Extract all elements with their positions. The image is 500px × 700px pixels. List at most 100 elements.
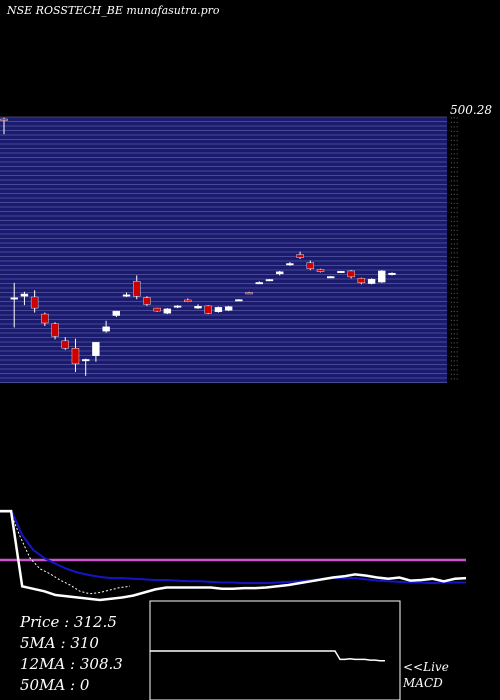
candle-body	[133, 281, 141, 297]
price-axis-tick: ···	[450, 236, 459, 246]
candle-body	[30, 296, 39, 309]
price-axis-tick: ···	[450, 258, 459, 268]
price-axis-tick: ···	[450, 222, 459, 232]
candle-body	[204, 305, 212, 314]
price-axis-tick: ···	[450, 339, 459, 349]
price-axis-tick: ···	[450, 231, 459, 241]
price-axis-tick: ···	[450, 227, 459, 237]
price-axis-tick: ···	[450, 308, 459, 318]
price-axis-tick: ···	[450, 285, 459, 295]
candle-body	[81, 359, 90, 362]
price-axis-tick: ···	[450, 357, 459, 367]
price-axis-tick: ···	[450, 326, 459, 336]
candle-body	[296, 254, 304, 258]
price-axis-tick: ···	[450, 330, 459, 340]
price-axis-tick: ···	[450, 375, 459, 385]
price-axis-tick: ···	[450, 128, 459, 138]
price-axis-tick: ···	[450, 168, 459, 178]
candle-body	[235, 299, 243, 302]
price-axis-tick: ···	[450, 344, 459, 354]
candle-body	[92, 342, 100, 356]
price-axis-tick: ···	[450, 303, 459, 313]
candle-body	[275, 271, 284, 275]
price-axis-top-label: 500.28	[450, 103, 492, 117]
price-axis-tick: ···	[450, 317, 459, 327]
candle-body	[255, 282, 263, 285]
price-axis-tick: ···	[450, 173, 459, 183]
price-axis-tick: ···	[450, 263, 459, 273]
price-axis-tick: ···	[450, 276, 459, 286]
price-axis-tick: ···	[450, 240, 459, 250]
candle-body	[10, 297, 18, 300]
price-axis-tick: ···	[450, 267, 459, 277]
price-axis-tick: ···	[450, 321, 459, 331]
candle-body	[306, 262, 315, 269]
price-axis-tick: ···	[450, 294, 459, 304]
price-axis-tick: ···	[450, 186, 459, 196]
price-axis-tick: ···	[450, 218, 459, 228]
candle-body	[51, 323, 59, 337]
price-axis-tick: ···	[450, 371, 459, 381]
price-axis-tick: ···	[450, 312, 459, 322]
price-axis-tick: ···	[450, 195, 459, 205]
price-panel-background	[0, 117, 447, 383]
candle-body	[102, 326, 110, 332]
price-readout: Price : 312.5	[20, 613, 117, 631]
ma12-readout: 12MA : 308.3	[20, 655, 123, 673]
price-axis-tick: ···	[450, 177, 459, 187]
candle-body	[357, 278, 366, 284]
candle-body	[224, 306, 233, 311]
candle-body	[245, 292, 253, 295]
ma50-readout: 50MA : 0	[20, 676, 90, 694]
price-axis-tick: ···	[450, 191, 459, 201]
price-axis-tick: ···	[450, 281, 459, 291]
price-axis-tick: ···	[450, 254, 459, 264]
candle-body	[143, 297, 151, 305]
price-axis-tick: ···	[450, 164, 459, 174]
candle-body	[347, 270, 355, 278]
price-axis-tick: ···	[450, 200, 459, 210]
price-axis-tick: ···	[450, 335, 459, 345]
price-axis-tick: ···	[450, 150, 459, 160]
candle-body	[41, 313, 49, 324]
candle-body	[71, 348, 80, 365]
candle-body	[327, 276, 335, 279]
candle-body	[20, 293, 29, 297]
price-axis-tick: ···	[450, 249, 459, 259]
macd-label: MACD	[403, 676, 443, 690]
candle-body	[61, 340, 69, 349]
candle-body	[388, 272, 396, 275]
ma-slow-line	[0, 509, 466, 585]
price-axis-tick: ···	[450, 353, 459, 363]
candle-body	[265, 279, 274, 282]
chart-title: NSE ROSSTECH_BE munafasutra.pro	[7, 4, 220, 17]
candle-body	[122, 294, 131, 297]
price-axis-tick: ···	[450, 245, 459, 255]
candle-body	[112, 310, 121, 316]
ma5-readout: 5MA : 310	[20, 634, 99, 652]
candle-body	[367, 278, 376, 284]
price-axis-tick: ···	[450, 132, 459, 142]
price-axis-tick: ···	[450, 299, 459, 309]
price-axis-tick: ···	[450, 146, 459, 156]
price-axis-tick: ···	[450, 362, 459, 372]
price-axis-tick: ···	[450, 213, 459, 223]
candle-body	[0, 118, 8, 121]
price-axis-tick: ···	[450, 119, 459, 129]
price-axis-tick: ···	[450, 155, 459, 165]
price-axis-tick: ···	[450, 366, 459, 376]
price-axis-tick: ···	[450, 123, 459, 133]
candle-body	[316, 269, 325, 272]
price-axis-tick: ···	[450, 204, 459, 214]
price-axis-tick: ···	[450, 182, 459, 192]
price-axis-tick: ···	[450, 272, 459, 282]
price-axis-tick: ···	[450, 348, 459, 358]
macd-line	[150, 650, 385, 662]
price-axis-tick: ···	[450, 141, 459, 151]
price-axis-tick: ···	[450, 159, 459, 169]
ma-dotted-line	[0, 510, 131, 595]
price-axis-tick: ···	[450, 137, 459, 147]
price-axis-tick: ···	[450, 290, 459, 300]
